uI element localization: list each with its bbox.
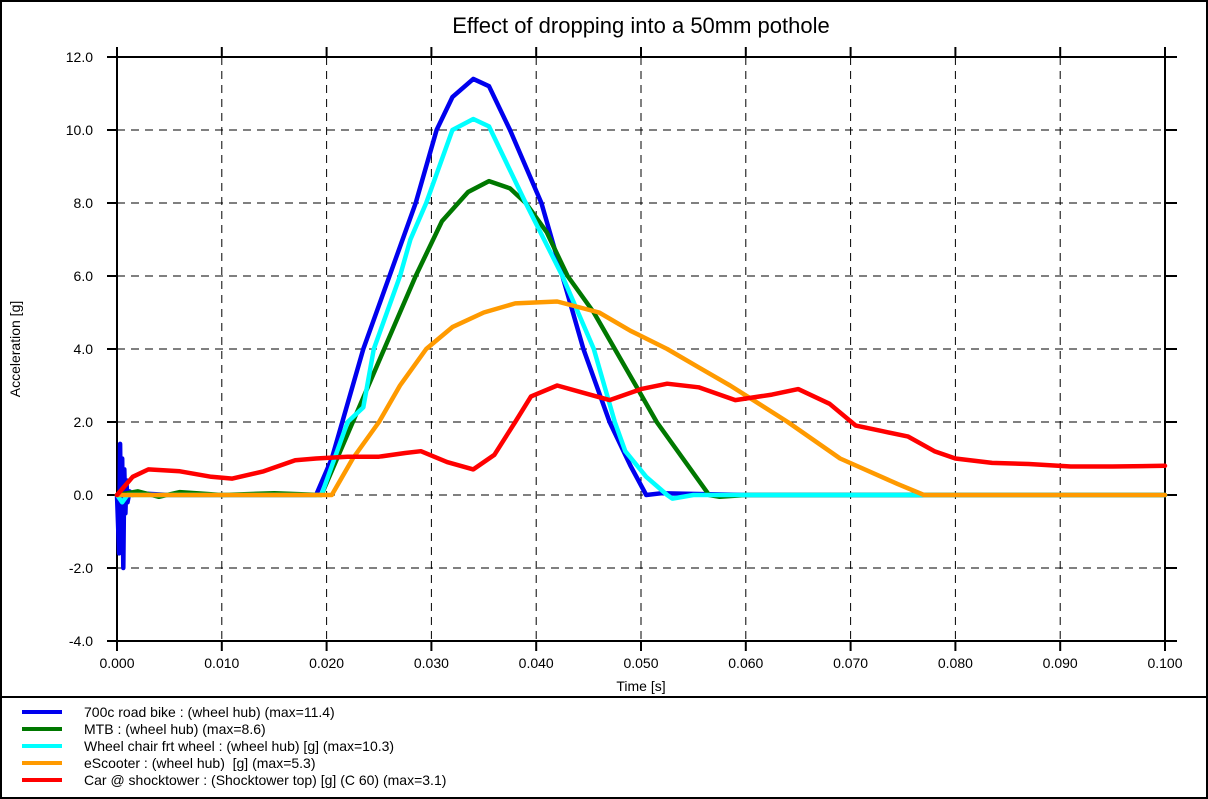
y-axis-label: Acceleration [g] bbox=[7, 301, 23, 398]
legend-swatch bbox=[22, 743, 62, 748]
grid bbox=[117, 57, 1165, 641]
legend-swatch bbox=[22, 709, 62, 714]
y-tick-label: -4.0 bbox=[69, 633, 93, 649]
legend-label: 700c road bike : (wheel hub) (max=11.4) bbox=[84, 703, 335, 720]
y-tick-label: 10.0 bbox=[66, 122, 93, 138]
x-tick-label: 0.070 bbox=[833, 655, 868, 671]
series-line-5 bbox=[114, 381, 1168, 498]
y-tick-label: 6.0 bbox=[74, 268, 94, 284]
legend-swatch bbox=[22, 777, 62, 782]
x-tick-label: 0.010 bbox=[204, 655, 239, 671]
tick-labels: 0.000 0.010 0.020 0.030 0.040 0.050 0.060 0.070… bbox=[66, 49, 1183, 671]
x-tick-label: 0.090 bbox=[1043, 655, 1078, 671]
legend-label: eScooter : (wheel hub) [g] (max=5.3) bbox=[84, 754, 316, 771]
legend-item: eScooter : (wheel hub) [g] (max=5.3) bbox=[22, 754, 316, 771]
legend-label: MTB : (wheel hub) (max=8.6) bbox=[84, 720, 266, 737]
x-tick-label: 0.050 bbox=[623, 655, 658, 671]
y-tick-label: -2.0 bbox=[69, 560, 93, 576]
legend-item: Car @ shocktower : (Shocktower top) [g] … bbox=[22, 771, 446, 788]
legend-item: MTB : (wheel hub) (max=8.6) bbox=[22, 720, 266, 737]
chart-title: Effect of dropping into a 50mm pothole bbox=[452, 13, 830, 38]
x-tick-label: 0.060 bbox=[728, 655, 763, 671]
legend: 700c road bike : (wheel hub) (max=11.4) M… bbox=[0, 697, 1208, 799]
legend-item: Wheel chair frt wheel : (wheel hub) [g] … bbox=[22, 737, 394, 754]
legend-swatch bbox=[22, 760, 62, 765]
x-tick-label: 0.020 bbox=[309, 655, 344, 671]
legend-label: Wheel chair frt wheel : (wheel hub) [g] … bbox=[84, 737, 395, 754]
legend-swatch bbox=[22, 726, 62, 731]
y-tick-label: 2.0 bbox=[74, 414, 94, 430]
y-tick-label: 12.0 bbox=[66, 49, 93, 65]
x-tick-label: 0.080 bbox=[938, 655, 973, 671]
legend-label: Car @ shocktower : (Shocktower top) [g] … bbox=[84, 771, 447, 788]
x-tick-label: 0.040 bbox=[519, 655, 554, 671]
series-lines bbox=[114, 76, 1168, 571]
series-line-4 bbox=[114, 299, 1168, 498]
y-tick-label: 4.0 bbox=[74, 341, 94, 357]
x-tick-label: 0.100 bbox=[1147, 655, 1182, 671]
x-tick-label: 0.030 bbox=[414, 655, 449, 671]
x-axis-label: Time [s] bbox=[616, 678, 665, 694]
y-tick-label: 8.0 bbox=[74, 195, 94, 211]
y-tick-label: 0.0 bbox=[74, 487, 94, 503]
x-tick-label: 0.000 bbox=[99, 655, 134, 671]
legend-item: 700c road bike : (wheel hub) (max=11.4) bbox=[22, 703, 335, 720]
